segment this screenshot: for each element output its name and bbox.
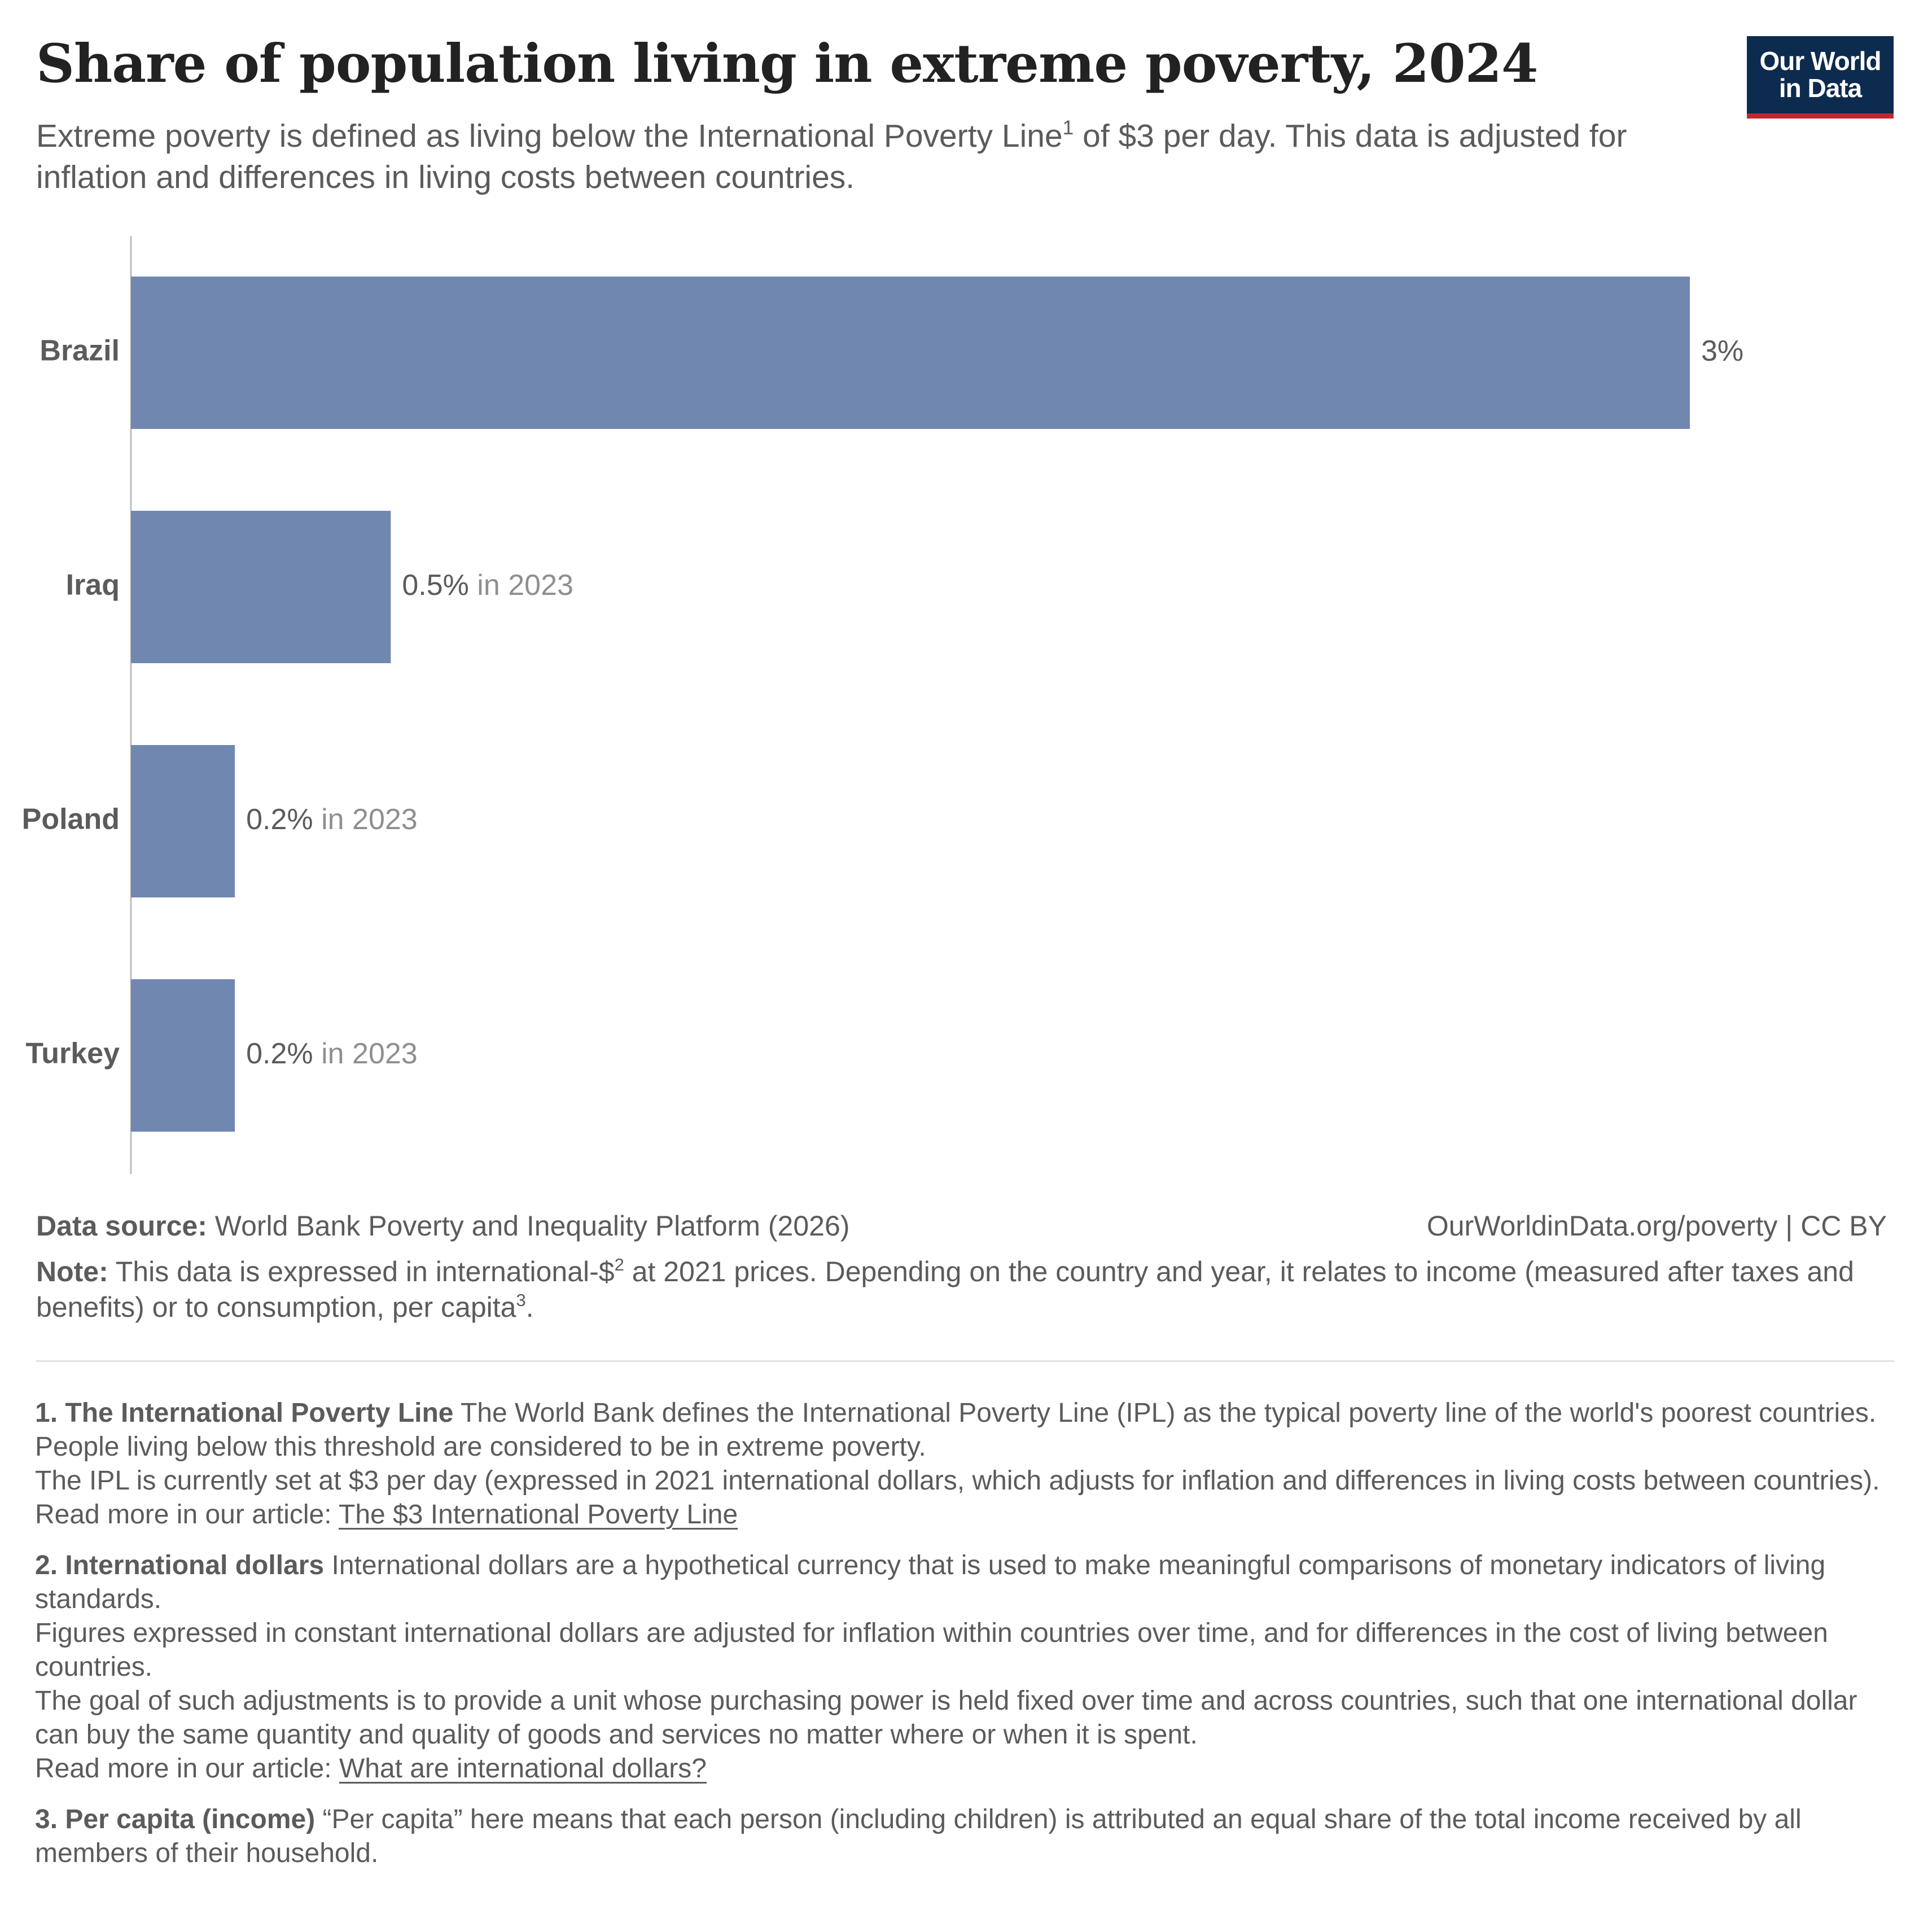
footnote-2-para-1: 2. International dollars International d… (35, 1549, 1892, 1616)
footnote-2-heading: 2. International dollars (35, 1550, 325, 1580)
footnote-1-heading: 1. The International Poverty Line (35, 1398, 454, 1428)
category-label-iraq: Iraq (66, 569, 120, 602)
value-label-brazil: 3% (1701, 335, 1743, 367)
chart-note: Note: This data is expressed in internat… (36, 1254, 1887, 1325)
owid-logo[interactable]: Our World in Data (1747, 36, 1894, 119)
footnotes: 1. The International Poverty Line The Wo… (35, 1396, 1892, 1887)
subtitle-text-cont: of $3 per day. This data is adjusted for… (36, 118, 1627, 195)
data-source-text: World Bank Poverty and Inequality Platfo… (207, 1210, 850, 1242)
value-label-turkey: 0.2% in 2023 (246, 1037, 418, 1070)
chart-title: Share of population living in extreme po… (36, 33, 1538, 95)
read-more-label: Read more in our article: (35, 1500, 339, 1530)
footnote-2-para-2: Figures expressed in constant internatio… (35, 1618, 1828, 1682)
footnote-1-para-1: 1. The International Poverty Line The Wo… (35, 1396, 1892, 1464)
footnote-1-para-2: The IPL is currently set at $3 per day (… (35, 1466, 1880, 1496)
bar-brazil[interactable] (131, 277, 1690, 429)
bars-group: Brazil 3% Iraq 0.5% in 2023 Poland 0.2% in 20… (22, 277, 1743, 1132)
footnote-2-read-more: Read more in our article: What are inter… (35, 1752, 1892, 1786)
note-text-cont: at 2021 prices. Depending on the country… (36, 1256, 1854, 1323)
footer-divider (36, 1360, 1894, 1362)
footnote-ref-3[interactable]: 3 (516, 1290, 526, 1310)
bar-turkey[interactable] (131, 979, 235, 1132)
subtitle-text: Extreme poverty is defined as living bel… (36, 118, 1063, 154)
category-label-brazil: Brazil (40, 335, 120, 367)
read-more-label: Read more in our article: (35, 1754, 339, 1784)
data-source-label: Data source: (36, 1210, 207, 1242)
ipl-article-link[interactable]: The $3 International Poverty Line (339, 1500, 738, 1530)
note-text-end: . (525, 1291, 534, 1323)
footnote-ref-1[interactable]: 1 (1062, 117, 1074, 139)
data-source: Data source: World Bank Poverty and Ineq… (36, 1210, 849, 1242)
footnote-2-text: International dollars are a hypothetical… (35, 1550, 1826, 1614)
logo-line-2: in Data (1778, 73, 1862, 103)
source-url[interactable]: OurWorldinData.org/poverty | CC BY (1426, 1210, 1887, 1242)
category-label-poland: Poland (22, 803, 120, 836)
value-label-iraq: 0.5% in 2023 (402, 569, 573, 602)
footnote-1-read-more: Read more in our article: The $3 Interna… (35, 1498, 1892, 1532)
chart-subtitle: Extreme poverty is defined as living bel… (36, 116, 1673, 198)
footnote-2-para-3: The goal of such adjustments is to provi… (35, 1686, 1857, 1750)
footnote-1: 1. The International Poverty Line The Wo… (35, 1396, 1892, 1532)
category-label-turkey: Turkey (25, 1037, 120, 1070)
note-label: Note: (36, 1256, 108, 1287)
footnote-3-para-1: 3. Per capita (income) “Per capita” here… (35, 1803, 1892, 1870)
bar-iraq[interactable] (131, 511, 391, 663)
footnote-3-text: “Per capita” here means that each person… (35, 1804, 1802, 1868)
bar-chart: Brazil 3% Iraq 0.5% in 2023 Poland 0.2% in 20… (22, 236, 1743, 1174)
footnote-3-heading: 3. Per capita (income) (35, 1804, 316, 1834)
footnote-ref-2[interactable]: 2 (614, 1254, 624, 1274)
value-label-poland: 0.2% in 2023 (246, 803, 418, 836)
footnote-1-text: The World Bank defines the International… (35, 1398, 1877, 1462)
note-text: This data is expressed in international-… (108, 1256, 615, 1287)
logo-line-1: Our World (1759, 46, 1881, 76)
footnote-2: 2. International dollars International d… (35, 1549, 1892, 1786)
bar-poland[interactable] (131, 745, 235, 897)
intl-dollars-article-link[interactable]: What are international dollars? (339, 1754, 707, 1784)
footnote-3: 3. Per capita (income) “Per capita” here… (35, 1803, 1892, 1870)
